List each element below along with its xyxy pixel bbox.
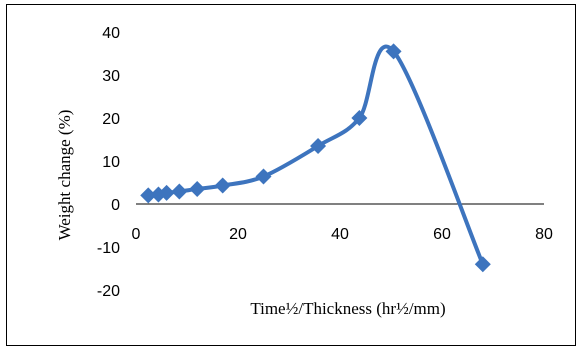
y-tick-label: 40 (102, 25, 120, 42)
x-tick-label: 0 (132, 226, 141, 243)
y-tick-label: 30 (102, 68, 120, 85)
y-tick-label: 20 (102, 111, 120, 128)
y-axis-ticks: -20 -10 0 10 20 30 40 (97, 25, 120, 300)
data-point-marker (255, 168, 272, 185)
x-axis-title: Time½/Thickness (hr½/mm) (250, 299, 445, 318)
x-tick-label: 80 (535, 226, 553, 243)
x-tick-label: 20 (229, 226, 247, 243)
data-point-marker (158, 184, 175, 201)
y-tick-label: -10 (97, 240, 120, 257)
data-point-marker (140, 187, 157, 204)
data-point-marker (351, 110, 368, 126)
y-tick-label: -20 (97, 283, 120, 300)
data-point-marker (310, 137, 327, 154)
data-point-marker (189, 180, 206, 197)
data-point-marker (214, 177, 231, 194)
y-tick-label: 10 (102, 154, 120, 171)
y-axis-title: Weight change (%) (55, 110, 74, 241)
x-tick-label: 40 (331, 226, 349, 243)
data-points (140, 43, 491, 273)
data-point-marker (385, 43, 402, 60)
data-point-marker (171, 183, 188, 200)
data-point-marker (474, 256, 491, 273)
chart-frame (6, 4, 576, 346)
y-tick-label: 0 (111, 197, 120, 214)
x-axis-ticks: 0 20 40 60 80 (132, 226, 553, 243)
x-tick-label: 60 (433, 226, 451, 243)
